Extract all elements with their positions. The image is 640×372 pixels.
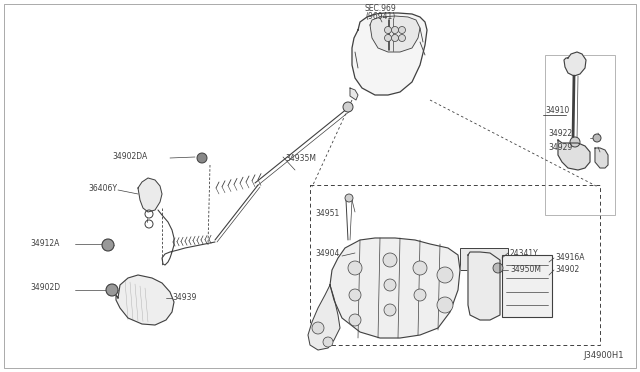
Circle shape <box>392 35 399 42</box>
Bar <box>460 248 508 270</box>
Circle shape <box>385 26 392 33</box>
Circle shape <box>385 35 392 42</box>
Circle shape <box>399 35 406 42</box>
Circle shape <box>312 322 324 334</box>
Polygon shape <box>468 252 500 320</box>
Text: 34902: 34902 <box>555 266 579 275</box>
Polygon shape <box>352 13 427 95</box>
Polygon shape <box>370 16 420 52</box>
Circle shape <box>102 239 114 251</box>
Text: 34902D: 34902D <box>30 283 60 292</box>
Text: 34935M: 34935M <box>285 154 316 163</box>
Circle shape <box>399 26 406 33</box>
Text: 34912A: 34912A <box>30 238 60 247</box>
Text: 34910: 34910 <box>545 106 569 115</box>
Polygon shape <box>595 148 608 168</box>
Bar <box>545 55 615 215</box>
Circle shape <box>413 261 427 275</box>
Polygon shape <box>138 178 162 212</box>
Polygon shape <box>308 285 340 350</box>
Circle shape <box>493 263 503 273</box>
Circle shape <box>106 284 118 296</box>
Circle shape <box>392 26 399 33</box>
Polygon shape <box>564 52 586 76</box>
Polygon shape <box>116 275 174 325</box>
Circle shape <box>349 289 361 301</box>
Text: 34951: 34951 <box>315 208 339 218</box>
Text: 24341Y: 24341Y <box>510 248 539 257</box>
Polygon shape <box>350 88 358 100</box>
Text: 36406Y: 36406Y <box>88 183 117 192</box>
Circle shape <box>570 137 580 147</box>
Circle shape <box>593 134 601 142</box>
Circle shape <box>384 279 396 291</box>
Circle shape <box>345 194 353 202</box>
Text: SEC.969: SEC.969 <box>364 3 396 13</box>
Polygon shape <box>558 140 590 170</box>
Circle shape <box>349 314 361 326</box>
Circle shape <box>197 153 207 163</box>
Text: 34929: 34929 <box>548 142 572 151</box>
Text: (96941): (96941) <box>365 12 395 20</box>
Circle shape <box>383 253 397 267</box>
Circle shape <box>414 289 426 301</box>
Circle shape <box>384 304 396 316</box>
Circle shape <box>437 267 453 283</box>
Text: J34900H1: J34900H1 <box>584 351 624 360</box>
Text: 34902DA: 34902DA <box>112 151 147 160</box>
Text: 34904: 34904 <box>315 248 339 257</box>
Circle shape <box>343 102 353 112</box>
Text: 34922: 34922 <box>548 128 572 138</box>
Circle shape <box>348 261 362 275</box>
Bar <box>502 255 552 317</box>
Text: 34939: 34939 <box>172 294 196 302</box>
Circle shape <box>323 337 333 347</box>
Text: 34916A: 34916A <box>555 253 584 263</box>
Bar <box>310 185 600 345</box>
Polygon shape <box>330 238 460 338</box>
Circle shape <box>437 297 453 313</box>
Text: 34950M: 34950M <box>510 266 541 275</box>
